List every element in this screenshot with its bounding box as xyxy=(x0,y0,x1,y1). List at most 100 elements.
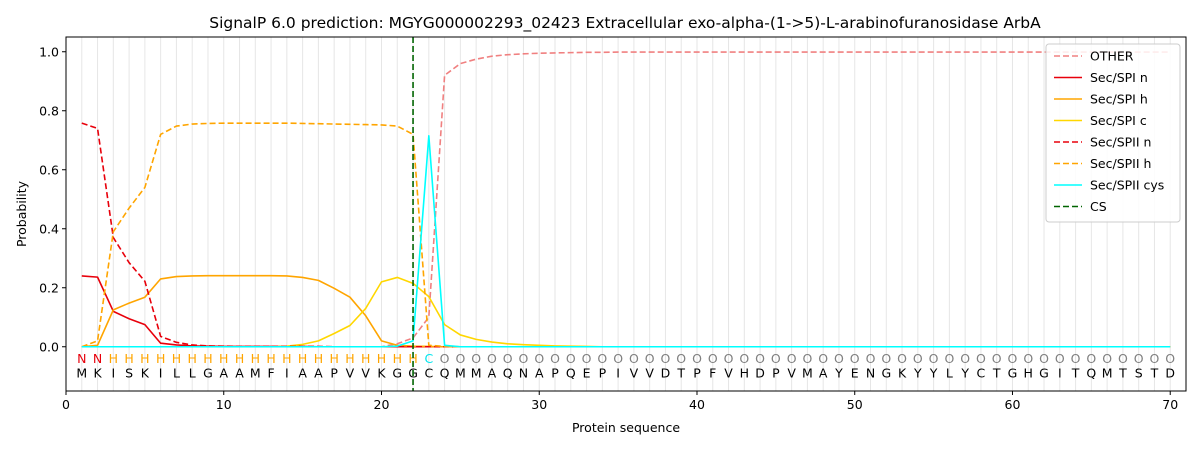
sequence-letter: L xyxy=(189,366,196,381)
sequence-letter: D xyxy=(661,366,671,381)
annotation-letter: O xyxy=(929,351,939,366)
annotation-letter: O xyxy=(818,351,828,366)
sequence-letter: M xyxy=(76,366,87,381)
legend-label: Sec/SPII h xyxy=(1090,156,1151,171)
sequence-letter: P xyxy=(330,366,338,381)
annotation-letter: H xyxy=(219,351,228,366)
legend-label: OTHER xyxy=(1090,49,1134,64)
annotation-letter: O xyxy=(992,351,1002,366)
annotation-letter: H xyxy=(172,351,181,366)
annotation-letter: H xyxy=(377,351,386,366)
sequence-letter: I xyxy=(285,366,289,381)
annotation-letter: O xyxy=(1134,351,1144,366)
sequence-letter: V xyxy=(645,366,654,381)
annotation-letter: H xyxy=(408,351,417,366)
sequence-letter: S xyxy=(125,366,133,381)
sequence-letter: M xyxy=(802,366,813,381)
annotation-letter: O xyxy=(866,351,876,366)
annotation-letter: H xyxy=(393,351,402,366)
annotation-letter: O xyxy=(629,351,639,366)
series-line xyxy=(81,122,1171,348)
legend-label: CS xyxy=(1090,199,1107,214)
sequence-letter: T xyxy=(1071,366,1080,381)
sequence-letter: F xyxy=(267,366,274,381)
legend-label: Sec/SPII cys xyxy=(1090,178,1164,193)
annotation-letter: H xyxy=(251,351,260,366)
sequence-letter: E xyxy=(851,366,859,381)
annotation-letter: O xyxy=(566,351,576,366)
annotation-letter: O xyxy=(613,351,623,366)
annotation-letter: O xyxy=(1071,351,1081,366)
annotation-letter: O xyxy=(881,351,891,366)
sequence-letter: M xyxy=(471,366,482,381)
probability-lines xyxy=(81,51,1171,348)
sequence-letter: A xyxy=(819,366,828,381)
annotation-letter: O xyxy=(487,351,497,366)
annotation-letter: H xyxy=(266,351,275,366)
y-tick-label: 0.4 xyxy=(39,221,59,236)
series-line xyxy=(81,274,1171,348)
sequence-letter: G xyxy=(203,366,213,381)
sequence-letter: G xyxy=(1039,366,1049,381)
annotation-letter: O xyxy=(1023,351,1033,366)
annotation-letter: O xyxy=(503,351,513,366)
legend-label: Sec/SPI n xyxy=(1090,70,1148,85)
annotation-letter: O xyxy=(787,351,797,366)
annotation-letter: C xyxy=(424,351,433,366)
y-tick-label: 0.2 xyxy=(39,280,59,295)
sequence-letter: H xyxy=(740,366,749,381)
annotation-letter: O xyxy=(440,351,450,366)
sequence-letter: A xyxy=(235,366,244,381)
annotation-letter: H xyxy=(345,351,354,366)
annotation-letter: O xyxy=(1039,351,1049,366)
annotation-letter: H xyxy=(140,351,149,366)
annotation-letter: O xyxy=(802,351,812,366)
annotation-letter: H xyxy=(361,351,370,366)
sequence-letter: L xyxy=(173,366,180,381)
annotation-letter: O xyxy=(708,351,718,366)
sequence-letter: Q xyxy=(503,366,513,381)
series-line xyxy=(81,276,1171,348)
annotation-letter: O xyxy=(724,351,734,366)
sequence-letter: V xyxy=(361,366,370,381)
sequence-letter: G xyxy=(881,366,891,381)
sequence-letter: K xyxy=(93,366,102,381)
sequence-letter: L xyxy=(946,366,953,381)
sequence-letter: S xyxy=(1135,366,1143,381)
sequence-letter: V xyxy=(346,366,355,381)
sequence-letter: M xyxy=(1102,366,1113,381)
sequence-letter: T xyxy=(676,366,685,381)
y-tick-label: 0.8 xyxy=(39,103,59,118)
legend-label: Sec/SPI h xyxy=(1090,92,1148,107)
x-axis-label: Protein sequence xyxy=(572,420,680,435)
sequence-letter: V xyxy=(724,366,733,381)
y-axis-ticks: 0.0 0.2 0.4 0.6 0.8 1.0 xyxy=(39,44,66,354)
sequence-letter: P xyxy=(693,366,701,381)
sequence-letter: H xyxy=(1024,366,1033,381)
annotation-letter: H xyxy=(235,351,244,366)
sequence-letter: K xyxy=(141,366,150,381)
sequence-letter: G xyxy=(1008,366,1018,381)
sequence-letter: Y xyxy=(913,366,922,381)
sequence-letters: MKISKILLGAAMFIAAPVVKGGCQMMAQNAPQEPIVVDTP… xyxy=(76,366,1175,381)
annotation-letter: H xyxy=(298,351,307,366)
annotation-letter: O xyxy=(1118,351,1128,366)
sequence-letter: F xyxy=(709,366,716,381)
annotation-letter: O xyxy=(755,351,765,366)
series-line xyxy=(81,135,1171,348)
annotation-letter: H xyxy=(156,351,165,366)
sequence-letter: Q xyxy=(566,366,576,381)
sequence-letter: M xyxy=(250,366,261,381)
sequence-letter: N xyxy=(519,366,528,381)
y-tick-label: 1.0 xyxy=(39,44,59,59)
annotation-letter: O xyxy=(739,351,749,366)
sequence-letter: K xyxy=(377,366,386,381)
legend-label: Sec/SPII n xyxy=(1090,135,1151,150)
y-axis-label: Probability xyxy=(14,180,29,247)
sequence-letter: P xyxy=(551,366,559,381)
chart-title: SignalP 6.0 prediction: MGYG000002293_02… xyxy=(209,14,1041,33)
annotation-letter: O xyxy=(1008,351,1018,366)
annotation-letter: H xyxy=(314,351,323,366)
